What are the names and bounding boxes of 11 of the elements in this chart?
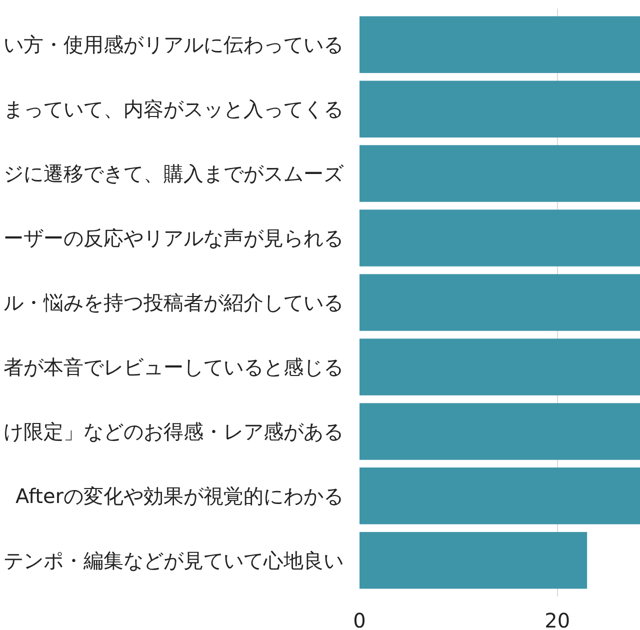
- y-tick-label: い方・使用感がリアルに伝わっている: [4, 32, 344, 57]
- y-tick-label: ル・悩みを持つ投稿者が紹介している: [4, 290, 344, 314]
- y-tick-label: け限定」などのお得感・レア感がある: [4, 419, 344, 444]
- y-tick-label: まっていて、内容がスッと入ってくる: [4, 97, 344, 122]
- y-tick-label: 者が本音でレビューしていると感じる: [4, 354, 344, 379]
- y-tick-label: ーザーの反応やリアルな声が見られる: [4, 226, 344, 250]
- x-tick-label: 20: [544, 608, 570, 630]
- y-tick-label: ジに遷移できて、購入までがスムーズ: [4, 162, 344, 186]
- y-tick-label: テンポ・編集などが見ていて心地良い: [4, 548, 344, 572]
- x-tick-label: 0: [353, 608, 366, 630]
- y-tick-label: Afterの変化や効果が視覚的にわかる: [15, 484, 344, 508]
